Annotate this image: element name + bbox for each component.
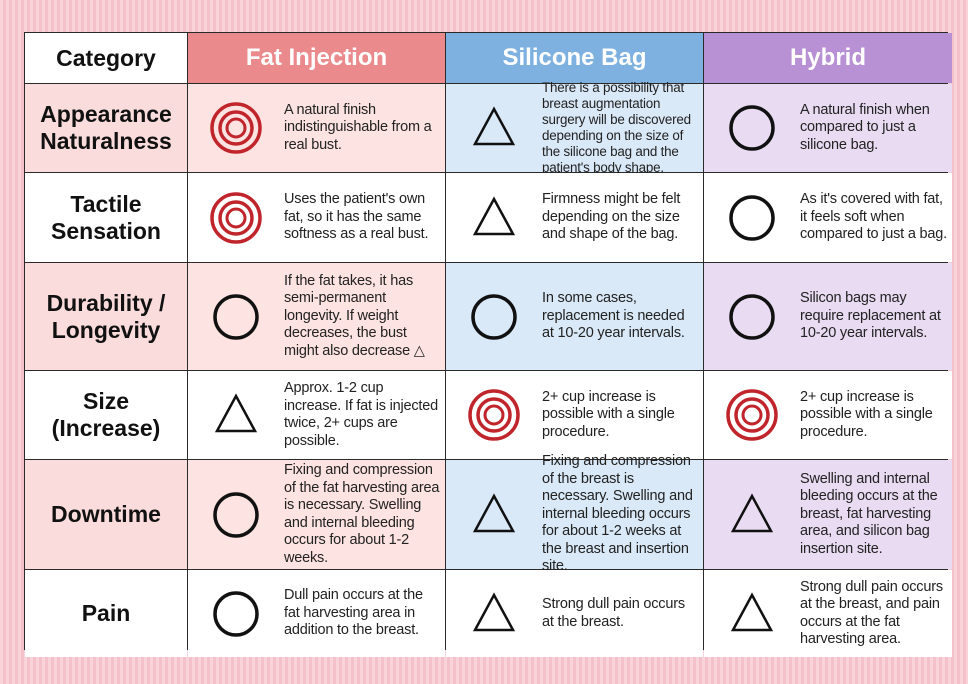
table-cell-hybrid: 2+ cup increase is possible with a singl…: [704, 371, 952, 459]
table-cell-fat: Dull pain occurs at the fat harvesting a…: [188, 570, 445, 657]
rating-symbol: [446, 190, 542, 246]
rating-symbol: [188, 289, 284, 345]
rating-symbol: [446, 586, 542, 642]
rating-symbol: [188, 487, 284, 543]
rating-symbol: [704, 289, 800, 345]
table-cell-silicone: There is a possibility that breast augme…: [446, 80, 703, 175]
rating-symbol: [704, 487, 800, 543]
rating-symbol: [704, 190, 800, 246]
rating-symbol: [704, 586, 800, 642]
row-label: Downtime: [25, 460, 187, 569]
row-label: Appearance Naturalness: [25, 84, 187, 172]
circle-icon: [729, 105, 775, 151]
double-circle-icon: [210, 191, 262, 244]
cell-text: Fixing and compression of the breast is …: [542, 453, 693, 575]
cell-text: A natural finish when compared to just a…: [800, 101, 930, 153]
cell-text: Approx. 1-2 cup increase. If fat is inje…: [284, 380, 438, 449]
circle-icon: [729, 293, 775, 340]
triangle-icon: [730, 492, 774, 532]
double-circle-icon: [210, 102, 262, 154]
row-label: Pain: [25, 570, 187, 657]
cell-text: Swelling and internal bleeding occurs at…: [800, 470, 938, 557]
cell-text: Uses the patient's own fat, so it has th…: [284, 191, 429, 243]
double-circle-icon: [468, 389, 520, 441]
table-cell-silicone: 2+ cup increase is possible with a singl…: [446, 371, 703, 459]
cell-text: Strong dull pain occurs at the breast, a…: [800, 578, 943, 648]
table-cell-fat: Fixing and compression of the fat harves…: [188, 460, 445, 569]
circle-icon: [213, 590, 259, 637]
cell-text: In some cases, replacement is needed at …: [542, 290, 685, 342]
table-cell-fat: A natural finish indistinguishable from …: [188, 84, 445, 172]
header-category: Category: [25, 33, 187, 83]
table-cell-silicone: Fixing and compression of the breast is …: [446, 453, 703, 574]
rating-symbol: [188, 100, 284, 156]
rating-symbol: [446, 289, 542, 345]
rating-symbol: [188, 586, 284, 642]
rating-symbol: [188, 190, 284, 246]
double-circle-icon: [726, 389, 778, 441]
table-cell-hybrid: As it's covered with fat, it feels soft …: [704, 173, 952, 262]
cell-text: If the fat takes, it has semi-permanent …: [284, 272, 425, 359]
cell-text: 2+ cup increase is possible with a singl…: [800, 388, 933, 440]
row-label: Tactile Sensation: [25, 173, 187, 262]
table-cell-hybrid: A natural finish when compared to just a…: [704, 84, 952, 172]
triangle-icon: [472, 106, 516, 146]
rating-symbol: [446, 487, 542, 543]
triangle-icon: [214, 393, 258, 433]
triangle-icon: [472, 591, 516, 631]
rating-symbol: [704, 100, 800, 156]
table-cell-silicone: In some cases, replacement is needed at …: [446, 263, 703, 370]
cell-text: Fixing and compression of the fat harves…: [284, 462, 440, 566]
cell-text: As it's covered with fat, it feels soft …: [800, 191, 947, 243]
cell-text: Strong dull pain occurs at the breast.: [542, 596, 685, 630]
header-hybrid: Hybrid: [704, 33, 952, 83]
table-cell-fat: If the fat takes, it has semi-permanent …: [188, 263, 445, 370]
triangle-icon: [472, 492, 516, 532]
cell-text: Firmness might be felt depending on the …: [542, 191, 681, 243]
table-cell-hybrid: Swelling and internal bleeding occurs at…: [704, 460, 952, 569]
table-cell-silicone: Firmness might be felt depending on the …: [446, 173, 703, 262]
row-label: Durability / Longevity: [25, 263, 187, 370]
circle-icon: [213, 293, 259, 340]
row-label: Size (Increase): [25, 371, 187, 459]
circle-icon: [729, 194, 775, 241]
table-cell-hybrid: Silicon bags may require replacement at …: [704, 263, 952, 370]
cell-text: A natural finish indistinguishable from …: [284, 101, 432, 153]
cell-text: Dull pain occurs at the fat harvesting a…: [284, 587, 423, 639]
table-cell-fat: Approx. 1-2 cup increase. If fat is inje…: [188, 371, 445, 459]
cell-text: There is a possibility that breast augme…: [542, 80, 691, 175]
cell-text: Silicon bags may require replacement at …: [800, 290, 941, 342]
rating-symbol: [446, 100, 542, 156]
header-silicone-bag: Silicone Bag: [446, 33, 703, 83]
circle-icon: [213, 491, 259, 538]
rating-symbol: [446, 387, 542, 443]
comparison-table: Category Fat Injection Silicone Bag Hybr…: [24, 32, 952, 657]
table-cell-hybrid: Strong dull pain occurs at the breast, a…: [704, 570, 952, 657]
triangle-icon: [730, 591, 774, 631]
rating-symbol: [704, 387, 800, 443]
header-fat-injection: Fat Injection: [188, 33, 445, 83]
cell-text: 2+ cup increase is possible with a singl…: [542, 388, 675, 440]
table-cell-fat: Uses the patient's own fat, so it has th…: [188, 173, 445, 262]
rating-symbol: [188, 387, 284, 443]
circle-icon: [471, 293, 517, 340]
table-cell-silicone: Strong dull pain occurs at the breast.: [446, 570, 703, 657]
triangle-icon: [472, 195, 516, 235]
